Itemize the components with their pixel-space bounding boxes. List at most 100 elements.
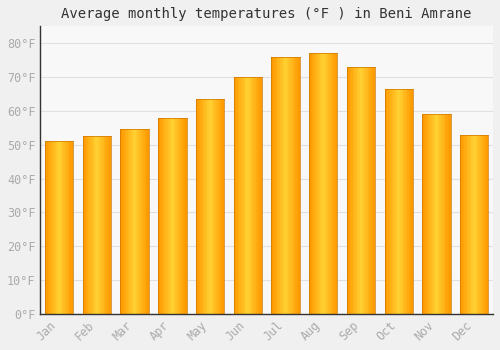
- Bar: [350, 67, 351, 314]
- Bar: [160, 118, 161, 314]
- Bar: [390, 89, 392, 314]
- Bar: [291, 57, 292, 314]
- Bar: [255, 77, 256, 314]
- Bar: [216, 99, 217, 314]
- Bar: [144, 130, 146, 314]
- Bar: [185, 118, 186, 314]
- Bar: [240, 77, 242, 314]
- Bar: [277, 57, 278, 314]
- Bar: [130, 130, 132, 314]
- Bar: [140, 130, 141, 314]
- Bar: [368, 67, 370, 314]
- Bar: [244, 77, 245, 314]
- Bar: [184, 118, 185, 314]
- Bar: [294, 57, 296, 314]
- Bar: [161, 118, 162, 314]
- Bar: [298, 57, 300, 314]
- Bar: [394, 89, 396, 314]
- Bar: [62, 141, 64, 314]
- Bar: [223, 99, 224, 314]
- Bar: [442, 114, 444, 314]
- Bar: [357, 67, 358, 314]
- Bar: [58, 141, 59, 314]
- Bar: [86, 136, 87, 314]
- Bar: [122, 130, 124, 314]
- Bar: [410, 89, 412, 314]
- Bar: [212, 99, 213, 314]
- Bar: [235, 77, 236, 314]
- Bar: [358, 67, 360, 314]
- Bar: [446, 114, 448, 314]
- Bar: [426, 114, 428, 314]
- Bar: [92, 136, 94, 314]
- Bar: [440, 114, 442, 314]
- Bar: [175, 118, 176, 314]
- Bar: [68, 141, 69, 314]
- Bar: [136, 130, 138, 314]
- Bar: [364, 67, 365, 314]
- Bar: [259, 77, 260, 314]
- Bar: [94, 136, 96, 314]
- Bar: [352, 67, 354, 314]
- Bar: [280, 57, 281, 314]
- Bar: [55, 141, 56, 314]
- Bar: [252, 77, 254, 314]
- Bar: [69, 141, 70, 314]
- Bar: [139, 130, 140, 314]
- Bar: [448, 114, 449, 314]
- Bar: [434, 114, 435, 314]
- Bar: [370, 67, 371, 314]
- Bar: [52, 141, 54, 314]
- Bar: [435, 114, 436, 314]
- Bar: [374, 67, 375, 314]
- Bar: [83, 136, 84, 314]
- Bar: [258, 77, 259, 314]
- Bar: [288, 57, 290, 314]
- Bar: [164, 118, 166, 314]
- Bar: [324, 53, 326, 314]
- Bar: [463, 134, 464, 314]
- Bar: [472, 134, 473, 314]
- Bar: [332, 53, 333, 314]
- Bar: [430, 114, 431, 314]
- Bar: [84, 136, 86, 314]
- Bar: [87, 136, 88, 314]
- Bar: [309, 53, 310, 314]
- Bar: [218, 99, 220, 314]
- Bar: [449, 114, 450, 314]
- Bar: [478, 134, 480, 314]
- Bar: [256, 77, 258, 314]
- Bar: [133, 130, 134, 314]
- Bar: [48, 141, 50, 314]
- Bar: [356, 67, 357, 314]
- Bar: [100, 136, 101, 314]
- Bar: [146, 130, 148, 314]
- Bar: [406, 89, 407, 314]
- Bar: [393, 89, 394, 314]
- Bar: [296, 57, 297, 314]
- Bar: [428, 114, 430, 314]
- Bar: [46, 141, 48, 314]
- Bar: [484, 134, 486, 314]
- Bar: [487, 134, 488, 314]
- Bar: [220, 99, 222, 314]
- Bar: [107, 136, 108, 314]
- Bar: [402, 89, 403, 314]
- Bar: [45, 141, 46, 314]
- Bar: [90, 136, 91, 314]
- Bar: [162, 118, 164, 314]
- Bar: [54, 141, 55, 314]
- Bar: [470, 134, 472, 314]
- Bar: [217, 99, 218, 314]
- Bar: [407, 89, 408, 314]
- Bar: [315, 53, 316, 314]
- Bar: [444, 114, 445, 314]
- Bar: [322, 53, 324, 314]
- Bar: [172, 118, 174, 314]
- Bar: [148, 130, 149, 314]
- Bar: [108, 136, 110, 314]
- Bar: [98, 136, 100, 314]
- Bar: [101, 136, 102, 314]
- Bar: [462, 134, 463, 314]
- Bar: [158, 118, 160, 314]
